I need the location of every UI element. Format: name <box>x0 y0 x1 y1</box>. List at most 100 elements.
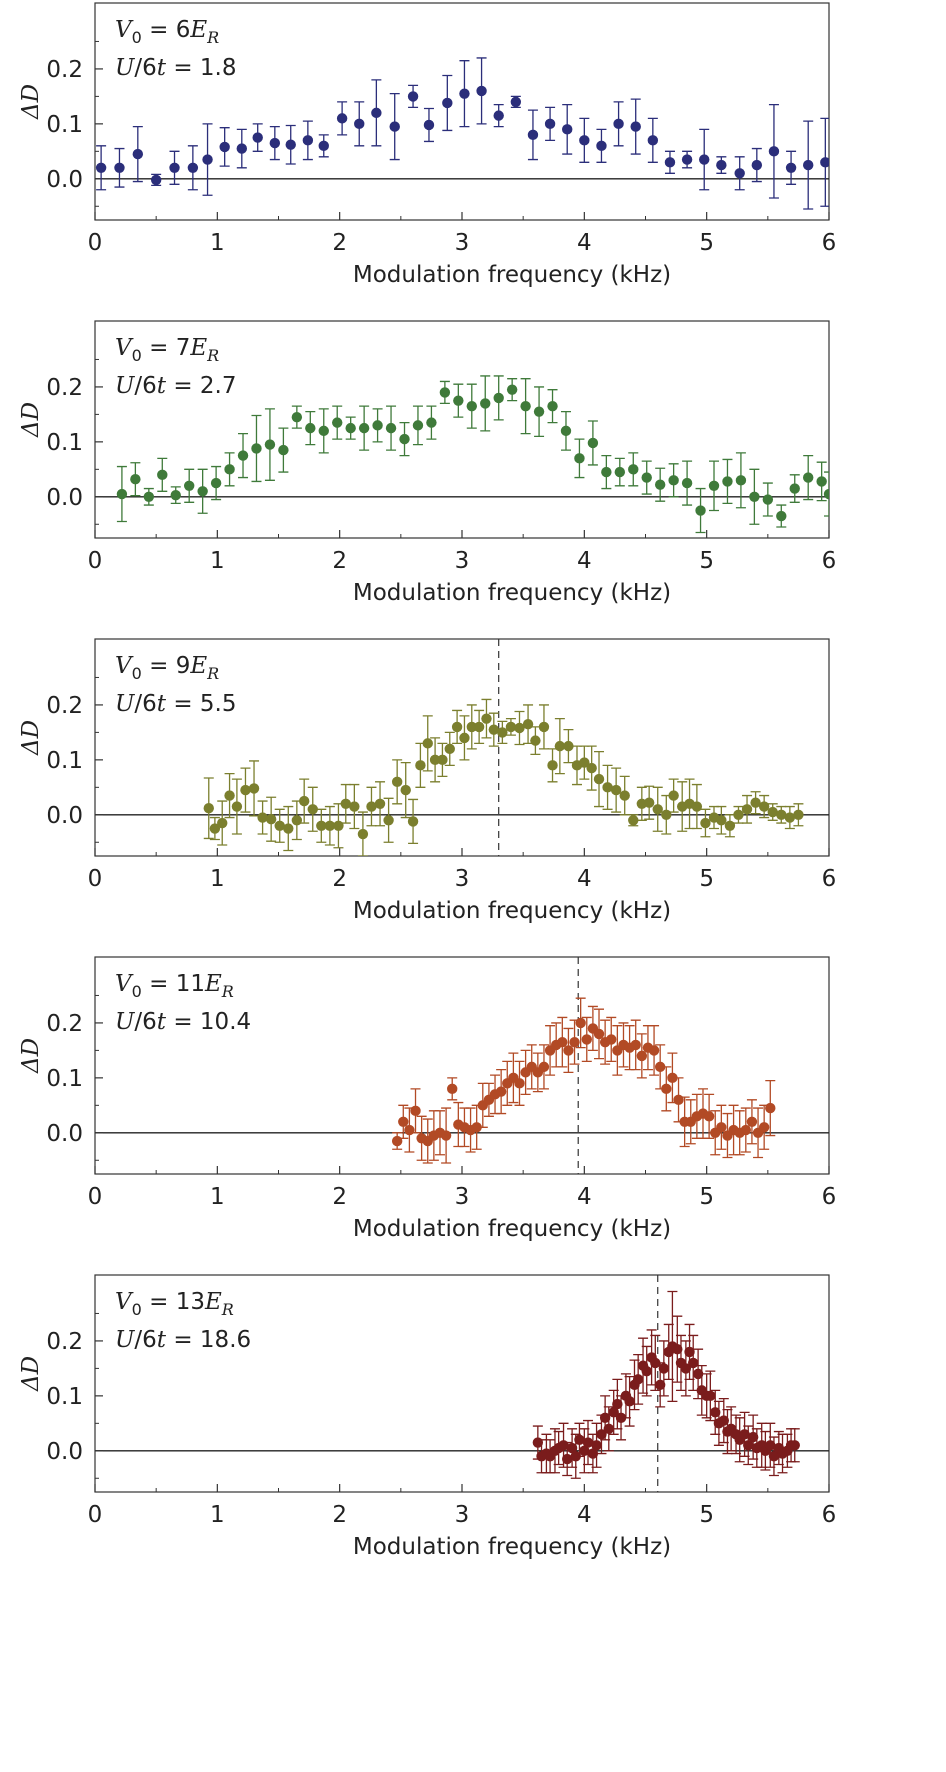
data-point <box>453 395 464 406</box>
data-point <box>265 813 277 825</box>
data-point <box>768 146 780 157</box>
data-point <box>349 801 360 812</box>
data-point <box>599 1412 611 1424</box>
data-point <box>495 1086 507 1097</box>
y-tick-label: 0.0 <box>46 1121 83 1147</box>
x-axis-label: Modulation frequency (kHz) <box>353 898 671 924</box>
data-point <box>466 400 477 412</box>
y-tick-label: 0.0 <box>46 803 83 829</box>
data-point <box>746 1116 758 1128</box>
data-point <box>391 776 403 788</box>
chart-panel-1: 0 1 2 3 4 5 6 0.0 0.1 0.2 Modulation frequency (kH… <box>0 0 946 340</box>
data-point <box>758 801 770 812</box>
annotation-u6t: U/6t = 10.4 <box>115 1009 251 1035</box>
data-point <box>703 1111 715 1122</box>
x-tick-label: 3 <box>455 1502 470 1528</box>
data-point <box>340 798 351 810</box>
data-point <box>593 773 605 785</box>
data-point <box>264 439 276 450</box>
data-point <box>628 815 639 826</box>
data-point <box>581 1034 592 1045</box>
data-point <box>591 1440 602 1451</box>
data-point <box>197 486 208 497</box>
x-tick-label: 6 <box>822 230 837 256</box>
data-point <box>803 472 814 483</box>
data-point <box>459 88 470 99</box>
annotation-v0: V0 = 11ER <box>115 971 234 1001</box>
data-series <box>203 698 804 856</box>
data-point <box>606 1034 617 1045</box>
data-point <box>410 1105 421 1117</box>
data-point <box>385 422 397 434</box>
data-point <box>630 121 641 132</box>
data-point <box>740 1124 752 1136</box>
data-point <box>291 411 303 423</box>
data-point <box>624 1396 635 1407</box>
data-point <box>765 1102 776 1114</box>
x-tick-label: 5 <box>699 548 714 574</box>
y-tick-label: 0.0 <box>46 167 83 193</box>
data-point <box>733 809 744 820</box>
x-axis-label: Modulation frequency (kHz) <box>353 262 671 288</box>
data-point <box>579 135 590 146</box>
x-tick-label: 4 <box>577 1184 592 1210</box>
data-point <box>734 168 745 179</box>
x-tick-label: 4 <box>577 230 592 256</box>
data-point <box>710 1407 721 1418</box>
data-point <box>582 1437 594 1448</box>
x-tick-label: 3 <box>455 548 470 574</box>
annotation-u6t: U/6t = 1.8 <box>115 55 237 81</box>
data-point <box>587 1448 599 1459</box>
data-point <box>587 437 599 449</box>
x-tick-label: 5 <box>699 866 714 892</box>
y-axis-label: ΔD <box>18 402 44 438</box>
data-point <box>684 1346 695 1358</box>
x-tick-label: 0 <box>88 1184 103 1210</box>
data-point <box>705 1390 716 1402</box>
data-point <box>747 1431 759 1443</box>
data-point <box>374 798 386 810</box>
data-point <box>400 784 411 796</box>
x-tick-label: 3 <box>455 230 470 256</box>
data-point <box>562 124 573 135</box>
data-point <box>333 820 344 831</box>
data-point <box>497 727 508 738</box>
data-point <box>560 425 572 437</box>
data-point <box>762 494 774 505</box>
data-point <box>680 1363 692 1374</box>
data-point <box>820 157 829 168</box>
data-point <box>724 820 736 831</box>
y-axis-label: ΔD <box>18 1356 44 1392</box>
data-point <box>412 420 424 431</box>
x-tick-label: 6 <box>822 548 837 574</box>
data-point <box>439 387 451 398</box>
chart-panel-3: 0 1 2 3 4 5 6 0.0 0.1 0.2 Modulation frequency (kH… <box>0 636 946 976</box>
data-point <box>750 797 761 808</box>
y-tick-label: 0.2 <box>46 1011 83 1037</box>
data-point <box>307 804 318 815</box>
data-point <box>681 477 693 489</box>
data-point <box>538 721 550 733</box>
x-tick-label: 1 <box>210 230 225 256</box>
data-point <box>440 1130 452 1141</box>
x-tick-label: 0 <box>88 548 103 574</box>
data-point <box>203 803 214 814</box>
data-point <box>751 159 763 171</box>
data-point <box>784 812 796 823</box>
data-point <box>603 1423 614 1435</box>
data-point <box>602 782 613 793</box>
data-point <box>291 815 303 826</box>
data-point <box>716 159 727 171</box>
data-point <box>630 1039 641 1051</box>
data-point <box>231 801 243 812</box>
x-axis-label: Modulation frequency (kHz) <box>353 1534 671 1560</box>
data-point <box>278 444 289 456</box>
x-tick-label: 6 <box>822 1184 837 1210</box>
data-point <box>722 476 733 487</box>
data-point <box>415 760 426 771</box>
data-point <box>743 1440 754 1451</box>
data-point <box>426 417 437 428</box>
data-point <box>316 820 327 831</box>
data-point <box>318 425 329 437</box>
data-point <box>664 157 676 168</box>
